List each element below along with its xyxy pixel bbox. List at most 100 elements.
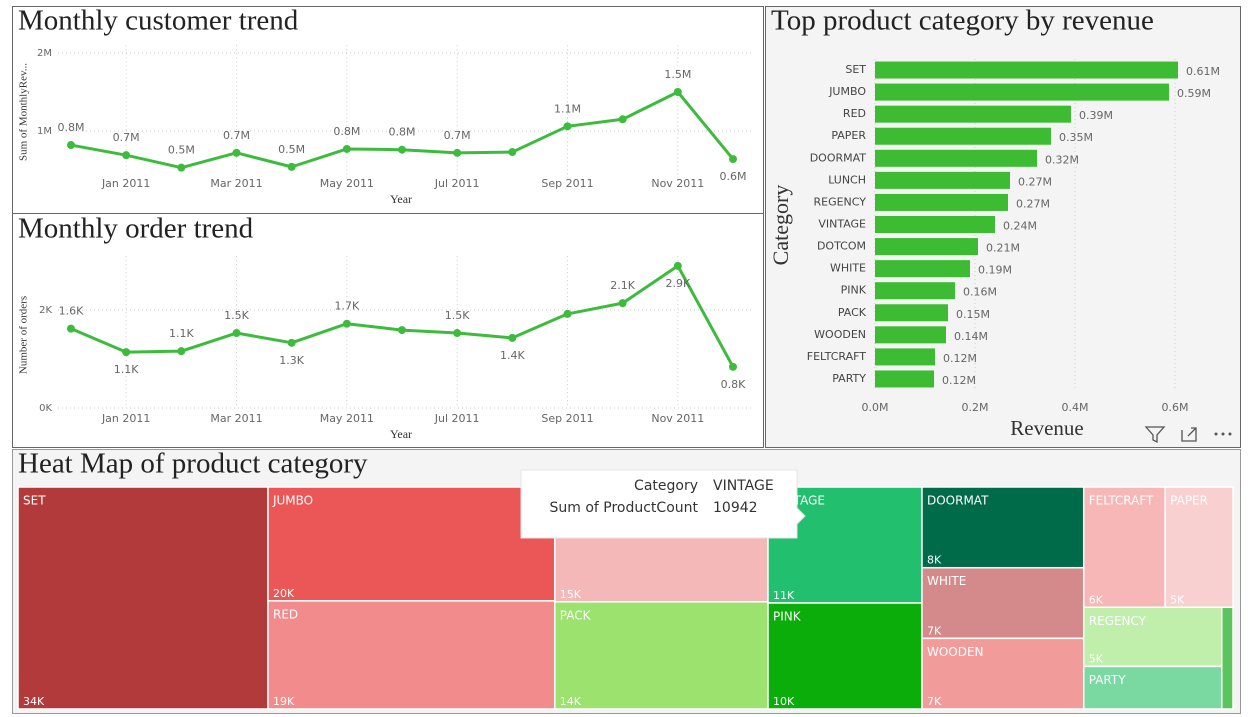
data-label: 1.5M [664,68,691,81]
tile-label: REGENCY [1089,614,1147,628]
tile-label: FELTCRAFT [1089,494,1154,508]
point [508,148,517,157]
bar [875,260,970,278]
data-label: 0.8K [721,378,746,391]
point [177,347,186,356]
tile-value: 7K [927,695,942,708]
data-label: 0.32M [1045,153,1079,166]
y-tick-label: 2K [39,305,52,316]
data-label: 0.16M [963,286,997,299]
plots: 1M 2M Jan 2011 Mar 2011 May 2011 Jul 2011 Sep … [17,45,1234,710]
bar [875,282,955,300]
y-tick-label: FELTCRAFT [807,350,867,363]
tile [267,486,556,602]
point [453,329,462,338]
bar [875,238,978,256]
bar [875,216,995,233]
tile [1082,606,1223,668]
point [729,155,737,164]
point [177,163,186,172]
data-label: 1.1K [169,327,194,340]
data-label: 1.3K [279,354,304,367]
data-label: 1.1M [554,102,581,115]
y-tick-label: WHITE [830,262,866,275]
bar [875,171,1010,189]
y-tick-label: VINTAGE [818,218,866,231]
tile-value: 5K [1089,652,1104,665]
tile-value: 5K [1170,593,1185,606]
data-label: 0.7M [444,129,471,142]
x-tick-label: Nov 2011 [651,412,704,425]
tile-label: WHITE [927,574,966,588]
point [232,329,241,338]
point [342,144,351,153]
x-tick-label: Sep 2011 [541,177,593,190]
x-axis-title: Year [390,192,412,206]
tooltip-box [520,469,806,539]
bar [875,83,1169,101]
chart-title: Heat Map of product category [18,448,368,480]
data-label: 0.24M [1003,220,1037,233]
tile-value: 11K [773,589,795,602]
point [729,362,737,371]
x-tick-label: 0.6M [1162,401,1189,414]
data-label: 0.21M [986,242,1020,255]
more-icon[interactable] [1214,432,1232,436]
y-tick-label: JUMBO [828,85,866,98]
data-label: 0.61M [1186,65,1220,78]
focus-icon[interactable] [1181,427,1197,442]
y-tick-label: 1M [37,126,52,137]
tile-label: SET [23,494,46,508]
tooltip-value: VINTAGE [713,478,774,494]
data-label: 0.8M [389,126,416,139]
data-label: 2.1K [610,279,635,292]
x-tick-label: Jul 2011 [434,177,480,190]
data-label: 0.8M [58,121,85,134]
tile-value: 19K [273,695,295,708]
data-label: 0.15M [956,308,990,321]
tile [554,601,769,710]
data-label: 1.5K [224,309,249,322]
tile-value: 10K [773,695,795,708]
y-tick-label: REGENCY [813,195,866,208]
data-label: 0.59M [1177,87,1211,100]
tile [767,602,923,710]
y-tick-label: 2M [37,48,52,59]
tooltip: Category VINTAGE Sum of ProductCount 109… [520,469,806,539]
y-tick-label: 0K [39,403,52,414]
x-tick-label: 0.4M [1062,401,1089,414]
bar [875,61,1178,79]
data-label: 0.8M [333,125,360,138]
point [122,348,131,357]
point [67,141,75,150]
tile-value: 8K [927,554,942,567]
y-tick-label: DOTCOM [817,240,866,253]
y-axis-title: Sum of MonthlyRev... [18,63,30,161]
x-tick-label: Jan 2011 [101,412,150,425]
point [398,326,406,335]
point [287,338,296,347]
panel [765,6,1241,448]
bar [875,105,1071,123]
tile-label: PAPER [1170,494,1208,508]
tile-label: DOORMAT [927,494,989,508]
data-label: 0.35M [1059,131,1093,144]
bar [875,149,1037,167]
data-label: 0.6M [720,170,747,183]
chart-title: Top product category by revenue [771,5,1154,37]
tile [17,486,269,710]
point [67,324,75,333]
x-axis-title: Revenue [1010,416,1083,440]
filter-icon[interactable] [1144,426,1166,444]
point [232,148,241,157]
x-tick-label: 0.2M [962,401,989,414]
tile [1221,606,1234,710]
x-tick-label: Mar 2011 [210,177,262,190]
point [342,319,351,328]
y-tick-label: PINK [841,284,867,297]
bar [875,370,934,388]
tile-label: WOODEN [927,645,984,659]
tooltip-value: 10942 [713,500,758,516]
x-tick-label: May 2011 [320,412,374,425]
tile [1082,486,1166,609]
